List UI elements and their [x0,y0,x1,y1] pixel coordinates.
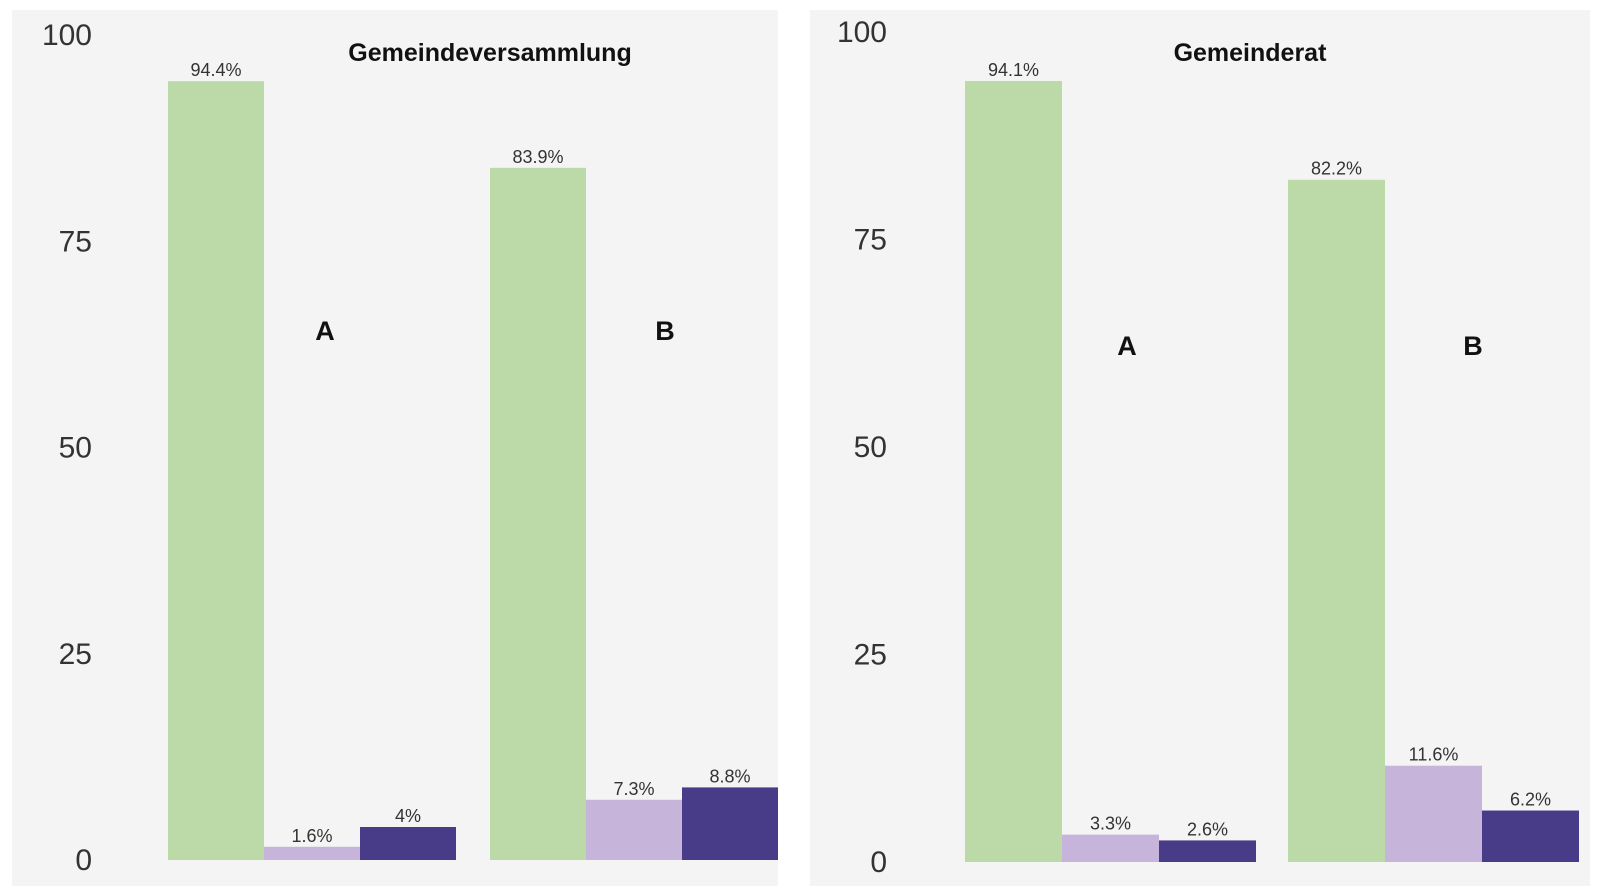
data-label: 2.6% [1187,819,1228,839]
bar [586,799,682,860]
category-label: B [655,316,675,346]
data-label: 94.4% [190,60,241,80]
chart-title: Gemeindeversammlung [348,39,631,67]
bar [682,787,778,860]
data-label: 3.3% [1090,814,1131,834]
bar [1482,810,1579,862]
y-tick-label: 50 [854,431,887,464]
bar [1159,840,1256,862]
y-tick-label: 25 [854,639,887,672]
data-label: 82.2% [1311,159,1362,179]
data-label: 6.2% [1510,790,1551,810]
category-label: A [1117,331,1137,361]
y-tick-label: 0 [75,844,92,877]
data-label: 1.6% [291,826,332,846]
y-tick-label: 100 [837,16,887,49]
data-label: 94.1% [988,60,1039,80]
bar [490,167,586,860]
data-label: 4% [395,806,421,826]
chart-panel-gemeindeversammlung: 0 25 50 75 100 Gemeindeversammlung 94.4% 1.6% 4%… [12,10,778,886]
chart-title: Gemeinderat [1174,39,1328,67]
category-label: B [1463,331,1483,361]
data-label: 11.6% [1409,745,1459,765]
y-tick-label: 50 [59,432,92,465]
panel-background [12,10,778,886]
y-tick-label: 0 [870,846,887,879]
bar [965,80,1062,863]
chart-panel-gemeinderat: 0 25 50 75 100 Gemeinderat 94.1% 3.3% 2.6% A 82.2%… [810,10,1590,886]
y-tick-label: 75 [59,225,92,258]
bar [360,827,456,860]
bar [1062,834,1159,862]
y-tick-label: 25 [59,638,92,671]
y-tick-label: 100 [42,19,92,52]
panel-background [810,10,1590,886]
bar [168,81,264,860]
category-label: A [315,316,335,346]
y-tick-label: 75 [854,224,887,257]
data-label: 7.3% [613,779,654,799]
data-label: 8.8% [709,766,750,786]
data-label: 83.9% [512,147,563,167]
bar [264,846,360,860]
bar [1385,765,1482,862]
bar [1288,179,1385,863]
